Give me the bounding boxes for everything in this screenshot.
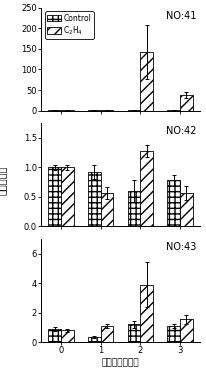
Bar	[180, 95, 193, 111]
Bar	[167, 326, 180, 342]
Legend: Control, C$_2$H$_4$: Control, C$_2$H$_4$	[45, 11, 94, 39]
Bar	[128, 191, 140, 226]
Bar	[88, 337, 101, 342]
Text: NO:43: NO:43	[166, 242, 197, 252]
Bar	[167, 180, 180, 226]
Bar	[101, 326, 113, 342]
Text: NO:42: NO:42	[166, 126, 197, 136]
Bar	[48, 329, 61, 342]
Bar	[101, 193, 113, 226]
Bar	[61, 331, 74, 342]
Bar	[140, 151, 153, 226]
Bar	[128, 324, 140, 342]
Text: NO:41: NO:41	[166, 11, 197, 21]
Bar	[180, 319, 193, 342]
X-axis label: 贮藏时间（天）: 贮藏时间（天）	[102, 358, 139, 367]
Bar	[180, 193, 193, 226]
Bar	[48, 167, 61, 226]
Bar	[140, 52, 153, 111]
Bar	[88, 171, 101, 226]
Bar	[140, 285, 153, 342]
Text: 相对表达量: 相对表达量	[0, 166, 7, 195]
Bar	[61, 167, 74, 226]
